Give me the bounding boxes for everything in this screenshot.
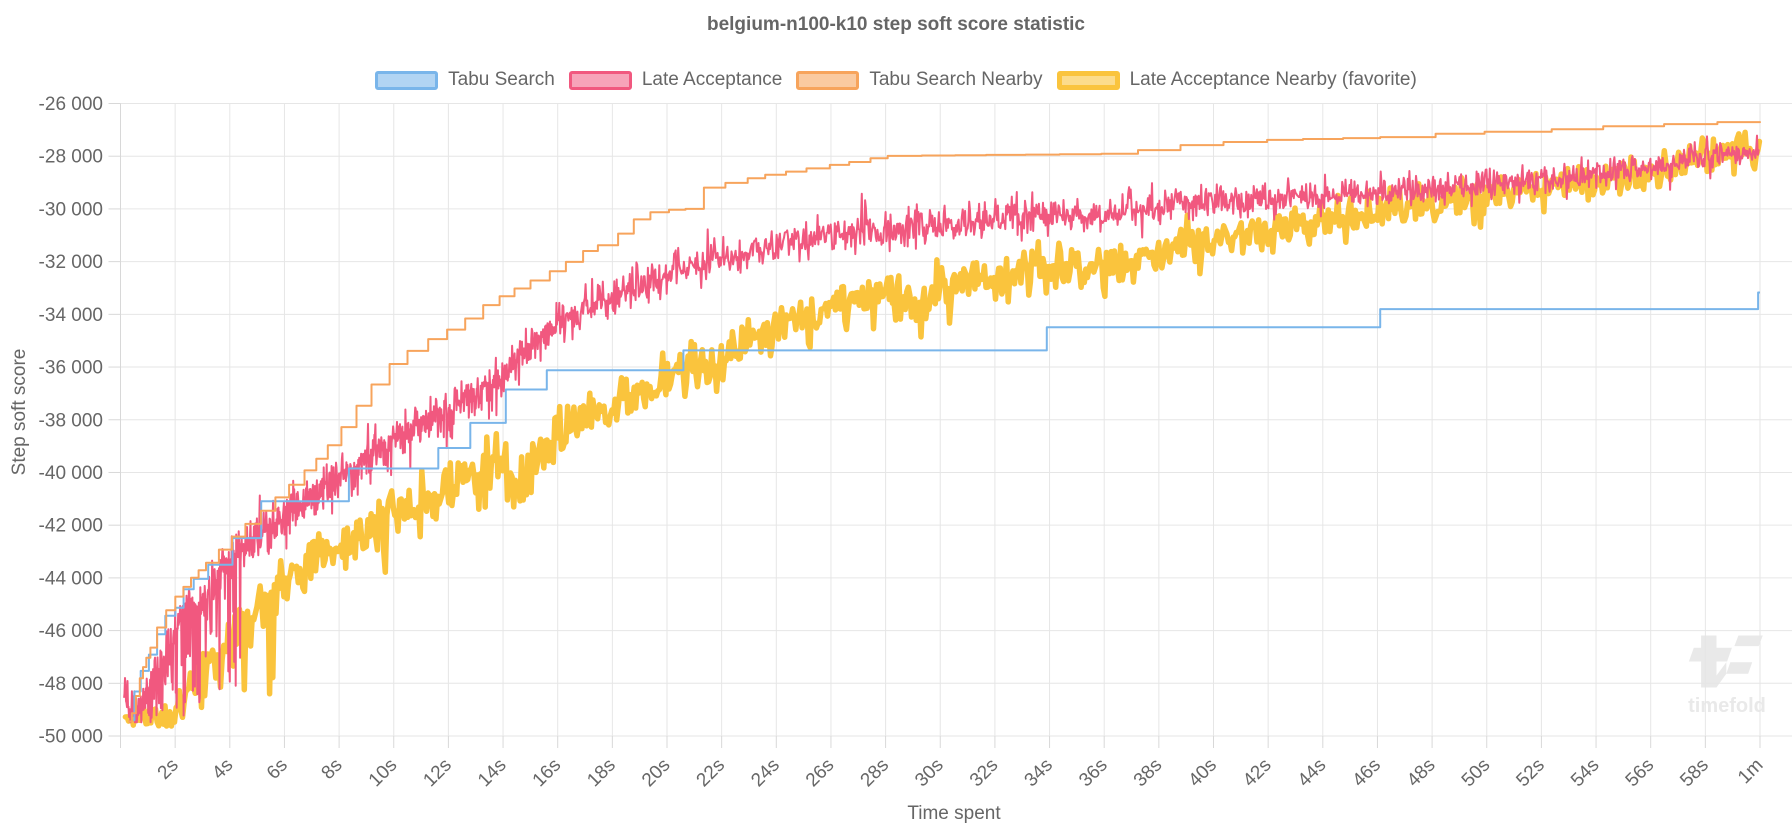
svg-text:28s: 28s — [857, 755, 894, 792]
svg-text:30s: 30s — [911, 755, 948, 792]
svg-text:-40 000: -40 000 — [39, 463, 103, 484]
svg-text:-38 000: -38 000 — [39, 410, 103, 431]
svg-text:46s: 46s — [1349, 755, 1386, 792]
svg-text:10s: 10s — [365, 755, 402, 792]
svg-text:22s: 22s — [693, 755, 730, 792]
svg-text:40s: 40s — [1185, 755, 1222, 792]
svg-text:16s: 16s — [529, 755, 566, 792]
svg-text:52s: 52s — [1512, 755, 1549, 792]
svg-text:32s: 32s — [966, 755, 1003, 792]
svg-text:4s: 4s — [208, 755, 237, 784]
svg-text:-26 000: -26 000 — [39, 94, 103, 115]
svg-text:56s: 56s — [1622, 755, 1659, 792]
svg-text:Time spent: Time spent — [907, 803, 1001, 824]
svg-text:-34 000: -34 000 — [39, 305, 103, 326]
svg-text:-50 000: -50 000 — [39, 727, 103, 748]
svg-text:14s: 14s — [474, 755, 511, 792]
svg-text:34s: 34s — [1021, 755, 1058, 792]
svg-text:42s: 42s — [1239, 755, 1276, 792]
svg-text:-28 000: -28 000 — [39, 147, 103, 168]
svg-text:2s: 2s — [154, 755, 183, 784]
svg-text:54s: 54s — [1567, 755, 1604, 792]
svg-text:50s: 50s — [1458, 755, 1495, 792]
svg-text:-30 000: -30 000 — [39, 199, 103, 220]
svg-text:6s: 6s — [263, 755, 292, 784]
svg-text:18s: 18s — [583, 755, 620, 792]
svg-text:48s: 48s — [1403, 755, 1440, 792]
svg-text:8s: 8s — [318, 755, 347, 784]
svg-text:Step soft score: Step soft score — [9, 349, 30, 476]
svg-text:-44 000: -44 000 — [39, 568, 103, 589]
svg-text:-42 000: -42 000 — [39, 516, 103, 537]
svg-text:1m: 1m — [1734, 755, 1768, 789]
svg-text:12s: 12s — [419, 755, 456, 792]
svg-text:-36 000: -36 000 — [39, 358, 103, 379]
svg-text:-32 000: -32 000 — [39, 252, 103, 273]
svg-text:26s: 26s — [802, 755, 839, 792]
svg-text:-48 000: -48 000 — [39, 674, 103, 695]
svg-text:36s: 36s — [1075, 755, 1112, 792]
svg-text:24s: 24s — [747, 755, 784, 792]
svg-text:-46 000: -46 000 — [39, 621, 103, 642]
svg-text:38s: 38s — [1130, 755, 1167, 792]
svg-text:20s: 20s — [638, 755, 675, 792]
svg-text:58s: 58s — [1676, 755, 1713, 792]
svg-text:timefold: timefold — [1688, 695, 1766, 717]
svg-text:44s: 44s — [1294, 755, 1331, 792]
